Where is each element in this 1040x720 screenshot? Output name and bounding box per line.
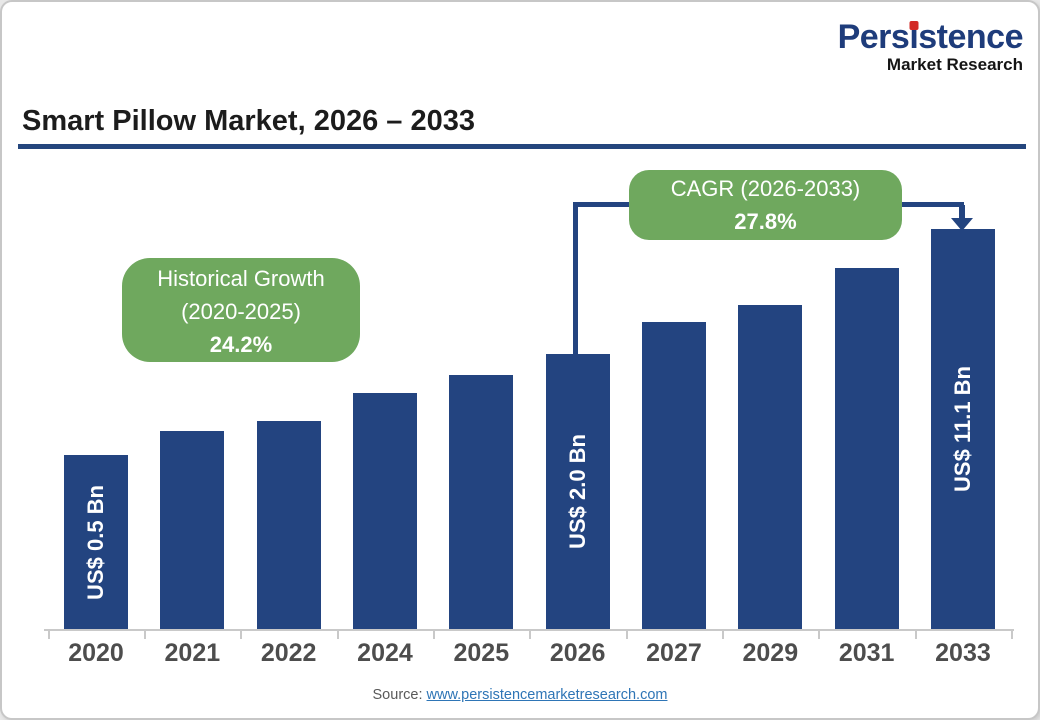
cagr-arrow-head-icon: [951, 218, 973, 231]
bar-2025: [449, 375, 514, 629]
x-tick-label-2025: 2025: [453, 639, 510, 667]
source-link[interactable]: www.persistencemarketresearch.com: [426, 687, 668, 703]
x-axis-tick: [144, 630, 147, 639]
x-tick-label-2024: 2024: [357, 639, 413, 667]
cagr-arrow-shaft: [959, 205, 965, 220]
x-tick-label-2029: 2029: [742, 639, 799, 667]
bar-value-label-2033: US$ 11.1 Bn: [949, 366, 975, 492]
x-axis-tick: [433, 630, 436, 639]
source-label: Source:: [372, 687, 423, 703]
x-axis-tick: [818, 630, 821, 639]
x-tick-label-2027: 2027: [646, 639, 702, 667]
bar-value-label-2020: US$ 0.5 Bn: [83, 484, 108, 600]
x-axis-tick: [240, 630, 243, 639]
bar-2021: [160, 431, 225, 629]
x-tick-label-2026: 2026: [549, 639, 606, 667]
cagr-line1: CAGR (2026-2033): [670, 176, 861, 201]
x-axis-tick: [47, 630, 50, 639]
x-axis-tick: [625, 630, 628, 639]
bar-2024: [352, 393, 417, 629]
cagr-connector-left-vertical: [573, 202, 578, 355]
x-tick-label-2031: 2031: [838, 639, 895, 667]
cagr-connector-right-horizontal: [900, 202, 964, 207]
historical-growth-line1: Historical Growth: [157, 266, 325, 291]
x-axis-tick: [722, 630, 725, 639]
bar-2026: US$ 2.0 Bn: [545, 354, 610, 629]
historical-growth-value: 24.2%: [209, 332, 273, 357]
cagr-value: 27.8%: [734, 209, 797, 234]
x-tick-label-2022: 2022: [260, 639, 317, 667]
title-underline: [18, 144, 1026, 149]
bar-2031: [834, 268, 899, 629]
x-axis-tick: [914, 630, 917, 639]
x-axis-tick: [1011, 630, 1014, 639]
bar-2020: US$ 0.5 Bn: [64, 455, 128, 629]
brand-i-dot-icon: i: [909, 18, 919, 56]
bar-2029: [738, 305, 803, 629]
brand-name-pre: Pers: [837, 18, 910, 56]
x-tick-label-2020: 2020: [68, 639, 124, 667]
x-axis-line: [44, 629, 1014, 631]
brand-logo: Persistence Market Research: [837, 18, 1024, 74]
x-axis-tick: [336, 630, 339, 639]
bar-2022: [256, 421, 321, 629]
historical-growth-line2: (2020-2025): [181, 299, 301, 324]
x-tick-label-2033: 2033: [935, 639, 991, 667]
source-line: Source: www.persistencemarketresearch.co…: [2, 687, 1038, 703]
x-axis-tick: [529, 630, 532, 639]
cagr-callout: CAGR (2026-2033) 27.8%: [629, 170, 902, 240]
brand-subtitle: Market Research: [886, 55, 1023, 74]
cagr-connector-left-horizontal: [575, 202, 631, 207]
historical-growth-callout: Historical Growth (2020-2025) 24.2%: [122, 258, 360, 362]
bar-value-label-2026: US$ 2.0 Bn: [564, 434, 590, 549]
bar-2027: [641, 322, 706, 629]
chart-title: Smart Pillow Market, 2026 – 2033: [22, 105, 475, 137]
bar-2033: US$ 11.1 Bn: [930, 229, 995, 629]
brand-name: Persistence: [837, 18, 1024, 56]
brand-name-post: stence: [918, 18, 1023, 56]
x-tick-label-2021: 2021: [164, 639, 221, 667]
